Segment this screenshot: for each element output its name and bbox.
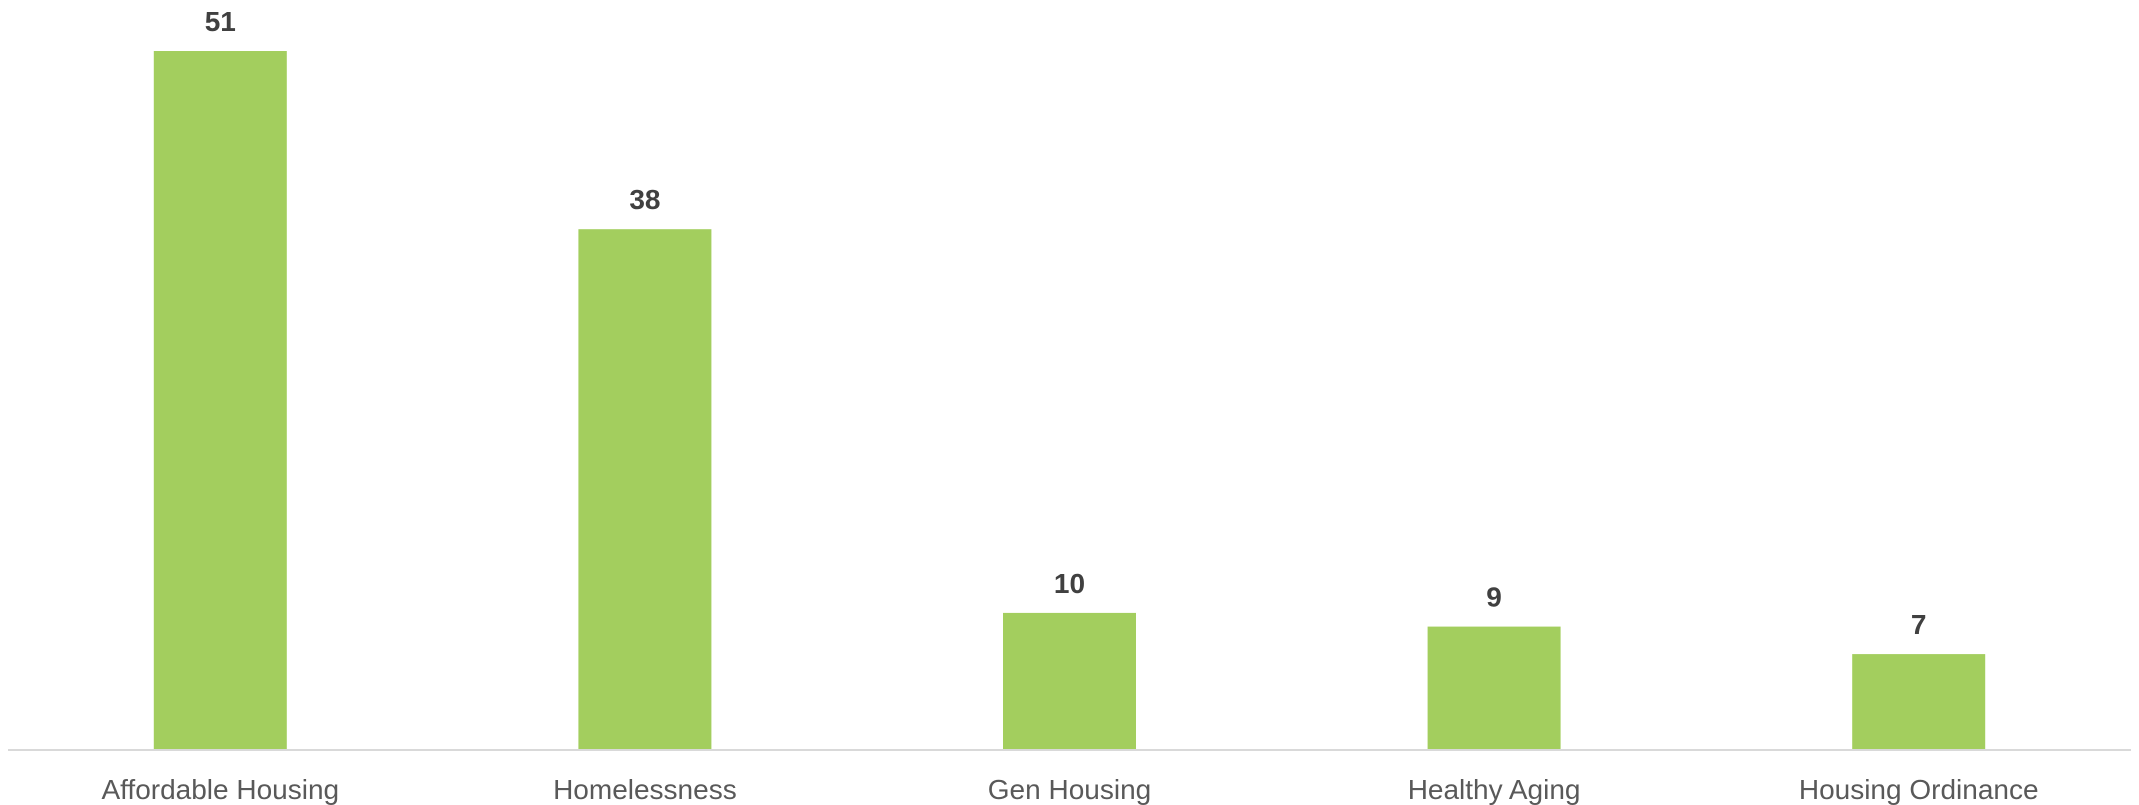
bar-housing-ordinance <box>1852 654 1986 750</box>
data-label: 51 <box>205 6 236 37</box>
x-tick-label: Healthy Aging <box>1408 774 1581 805</box>
bar-healthy-aging <box>1427 626 1561 750</box>
x-tick-label: Homelessness <box>553 774 737 805</box>
x-tick-label: Affordable Housing <box>101 774 339 805</box>
data-label: 10 <box>1054 568 1085 599</box>
x-tick-label: Gen Housing <box>988 774 1151 805</box>
labels-layer: 51 Affordable Housing 38 Homelessness 10 Gen … <box>101 6 2038 805</box>
data-label: 9 <box>1486 582 1502 613</box>
data-label: 38 <box>629 184 660 215</box>
bar-affordable-housing <box>153 51 287 750</box>
bar-homelessness <box>578 229 712 750</box>
data-label: 7 <box>1911 609 1927 640</box>
x-tick-label: Housing Ordinance <box>1799 774 2039 805</box>
bars-layer <box>153 51 1986 750</box>
bar-gen-housing <box>1003 612 1136 750</box>
